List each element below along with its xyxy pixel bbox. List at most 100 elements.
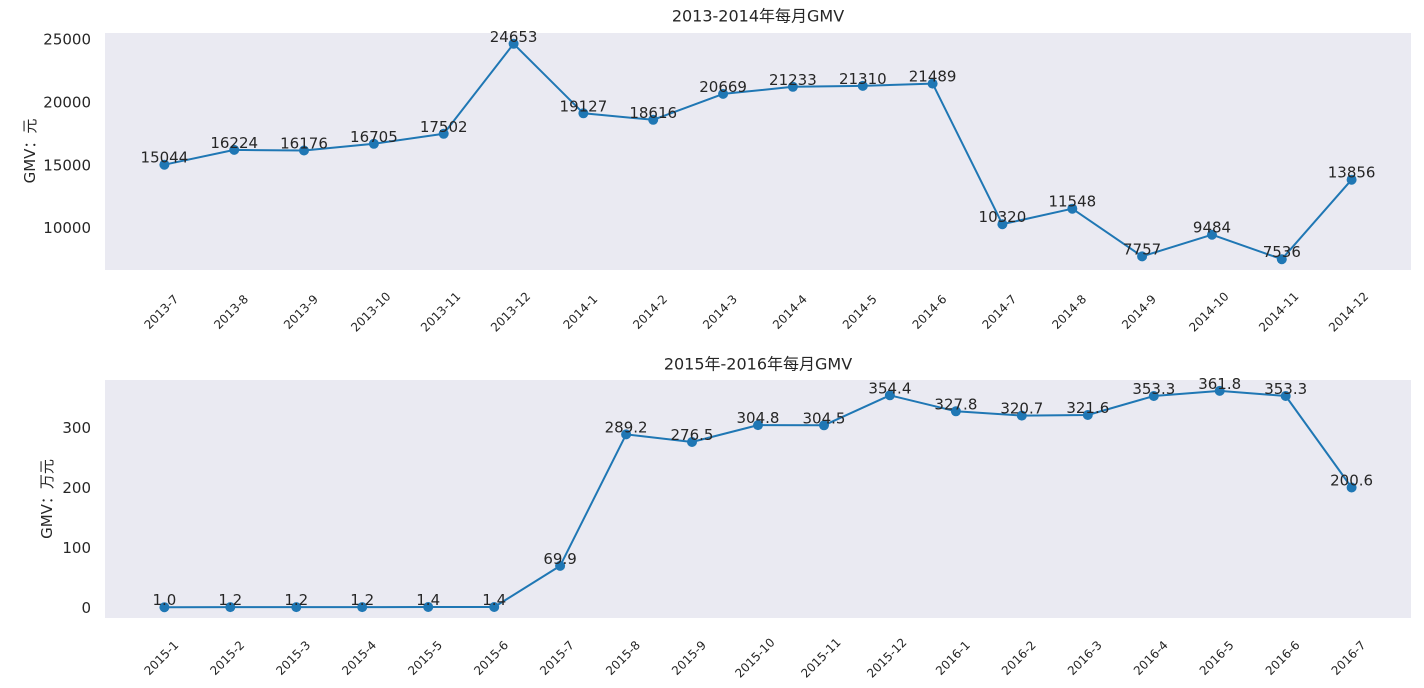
series-markers <box>159 38 1357 265</box>
x-tick-label: 2016-6 <box>1263 638 1303 678</box>
data-point <box>1276 254 1287 265</box>
data-label: 321.6 <box>1066 399 1109 417</box>
x-tick-label: 2014-4 <box>770 292 810 332</box>
data-label: 17502 <box>420 118 468 136</box>
chart-gmv-2015-2016: 2015年-2016年每月GMV GMV：万元 0 100 200 300 2015-… <box>38 355 1411 681</box>
data-point <box>819 420 829 431</box>
data-label: 1.2 <box>350 591 374 609</box>
data-label: 1.4 <box>416 591 440 609</box>
x-axis-ticks: 2015-1 2015-2 2015-3 2015-4 2015-5 2015-6 2015… <box>141 635 1368 680</box>
data-point <box>229 144 240 155</box>
data-point <box>423 602 434 612</box>
data-label: 21489 <box>909 68 957 86</box>
data-point <box>1082 410 1093 420</box>
x-tick-label: 2016-1 <box>933 638 973 678</box>
data-label: 21233 <box>769 71 817 89</box>
data-point <box>1214 385 1225 396</box>
x-tick-label: 2013-10 <box>348 289 393 334</box>
x-tick-label: 2016-4 <box>1131 638 1171 678</box>
data-label: 9484 <box>1193 219 1231 237</box>
data-point <box>578 108 589 119</box>
data-label: 11548 <box>1048 193 1096 211</box>
data-label: 353.3 <box>1264 380 1307 398</box>
x-tick-label: 2014-10 <box>1186 289 1231 334</box>
data-point <box>648 114 659 125</box>
x-tick-label: 2015-4 <box>339 638 379 678</box>
data-point <box>159 159 170 170</box>
chart-title: 2013-2014年每月GMV <box>672 7 844 26</box>
x-tick-label: 2015-9 <box>669 638 709 678</box>
data-point <box>225 602 236 613</box>
x-tick-label: 2015-1 <box>141 638 181 678</box>
data-point <box>857 80 868 91</box>
y-tick-label: 20000 <box>43 93 91 111</box>
y-tick-label: 10000 <box>43 219 91 237</box>
y-axis-label: GMV：万元 <box>38 459 56 539</box>
x-axis-ticks: 2013-7 2013-8 2013-9 2013-10 2013-11 2013-12 2… <box>141 289 1371 334</box>
x-tick-label: 2014-12 <box>1326 289 1371 334</box>
y-axis-label: GMV：元 <box>21 119 39 184</box>
x-tick-label: 2015-12 <box>864 635 909 680</box>
data-label: 7536 <box>1263 243 1301 261</box>
data-label: 354.4 <box>868 379 911 397</box>
x-tick-label: 2014-11 <box>1256 289 1301 334</box>
data-label: 361.8 <box>1198 375 1241 393</box>
data-point <box>1148 391 1159 401</box>
data-label: 18616 <box>629 104 677 122</box>
data-labels: 15044 16224 16176 16705 17502 24653 19127 18616… <box>141 28 1376 261</box>
x-tick-label: 2016-7 <box>1329 638 1369 678</box>
x-tick-label: 2015-2 <box>207 638 247 678</box>
x-tick-label: 2015-3 <box>273 638 313 678</box>
data-label: 200.6 <box>1330 472 1373 490</box>
data-point <box>555 560 566 571</box>
data-point <box>357 602 368 613</box>
x-tick-label: 2013-7 <box>141 292 181 332</box>
data-point <box>787 81 798 92</box>
y-tick-label: 300 <box>62 419 91 437</box>
plot-background <box>105 33 1411 270</box>
data-labels: 1.0 1.2 1.2 1.2 1.4 1.4 69.9 289.2 276.5 304.8 304… <box>152 375 1373 609</box>
data-point <box>1067 203 1078 214</box>
x-tick-label: 2014-6 <box>910 292 950 332</box>
x-tick-label: 2014-8 <box>1049 292 1089 332</box>
data-label: 10320 <box>979 208 1027 226</box>
data-label: 1.0 <box>152 591 176 609</box>
y-tick-label: 25000 <box>43 30 91 48</box>
data-label: 276.5 <box>671 426 714 444</box>
x-tick-label: 2015-7 <box>537 638 577 678</box>
data-point <box>159 602 170 613</box>
data-label: 16224 <box>210 134 258 152</box>
data-label: 24653 <box>490 28 538 46</box>
x-tick-label: 2016-5 <box>1197 638 1237 678</box>
series-markers <box>159 385 1357 613</box>
data-point <box>621 429 632 440</box>
series-line <box>163 42 1353 261</box>
data-label: 304.5 <box>803 409 846 427</box>
data-label: 69.9 <box>543 550 576 568</box>
data-point <box>884 390 895 401</box>
chart-gmv-2013-2014: 2013-2014年每月GMV GMV：元 10000 15000 20000 250… <box>21 7 1411 335</box>
x-tick-label: 2014-2 <box>630 292 670 332</box>
x-tick-label: 2016-2 <box>999 638 1039 678</box>
data-point <box>1137 251 1148 262</box>
x-tick-label: 2014-5 <box>840 292 880 332</box>
x-tick-label: 2015-6 <box>471 638 511 678</box>
data-label: 1.4 <box>482 591 506 609</box>
data-label: 353.3 <box>1132 380 1175 398</box>
x-tick-label: 2015-8 <box>603 638 643 678</box>
data-label: 13856 <box>1328 164 1376 182</box>
data-point <box>950 406 961 417</box>
y-tick-label: 15000 <box>43 156 91 174</box>
x-tick-label: 2013-12 <box>488 289 533 334</box>
data-point <box>438 128 449 139</box>
data-label: 1.2 <box>284 591 308 609</box>
data-label: 320.7 <box>1000 400 1043 418</box>
data-point <box>1346 174 1357 185</box>
data-point <box>753 420 763 431</box>
data-label: 19127 <box>560 97 608 115</box>
data-label: 21310 <box>839 70 887 88</box>
y-tick-label: 200 <box>62 479 91 497</box>
x-tick-label: 2015-10 <box>732 635 777 680</box>
data-point <box>997 219 1008 230</box>
data-point <box>1207 229 1217 240</box>
